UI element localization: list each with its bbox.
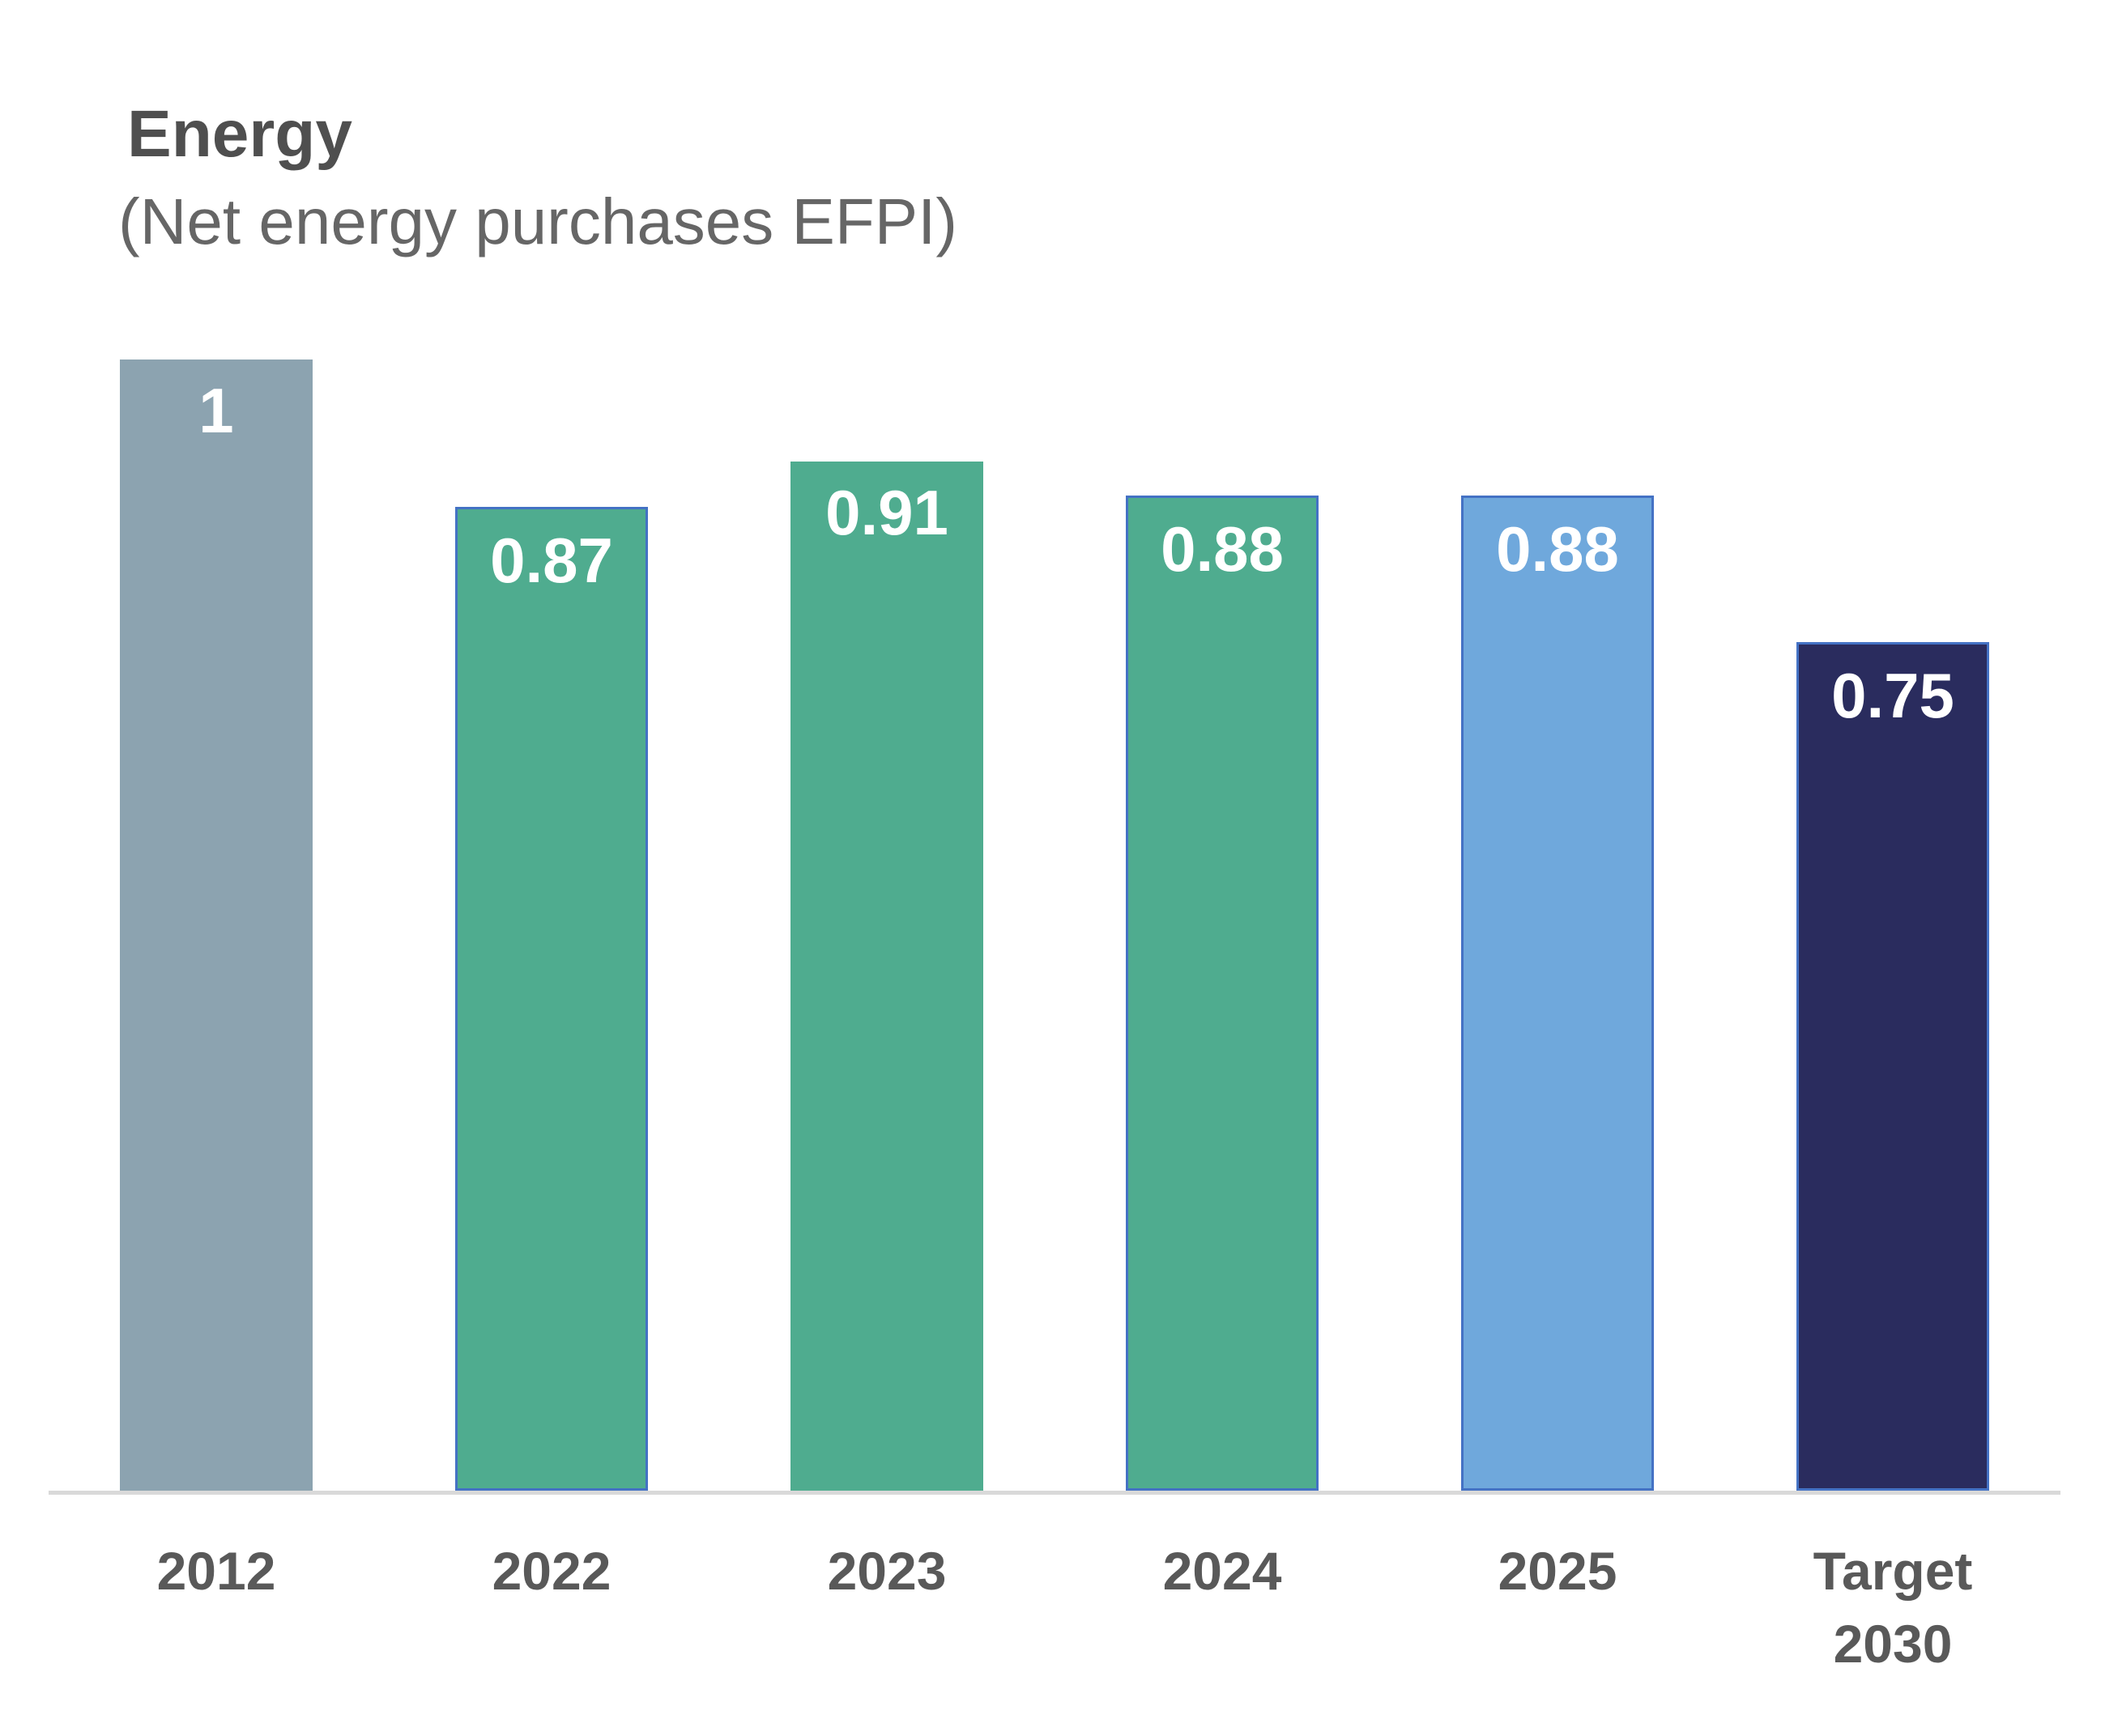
bar-value-label: 0.87 bbox=[490, 525, 613, 596]
chart-title: Energy bbox=[127, 97, 352, 171]
bar-value-label: 0.75 bbox=[1831, 660, 1954, 731]
bar-2025: 0.88 bbox=[1461, 496, 1654, 1491]
x-axis-label-2012: 2012 bbox=[156, 1541, 276, 1601]
bar-2022: 0.87 bbox=[455, 507, 648, 1491]
bar-value-label: 1 bbox=[198, 375, 234, 446]
x-axis-label-2023: 2023 bbox=[827, 1541, 947, 1601]
x-axis-label-2025: 2025 bbox=[1498, 1541, 1617, 1601]
chart-subtitle: (Net energy purchases EFPI) bbox=[118, 185, 957, 257]
bar-value-label: 0.88 bbox=[1161, 513, 1284, 585]
x-axis-label-target-2030: Target 2030 bbox=[1813, 1541, 1973, 1674]
bar-value-label: 0.88 bbox=[1496, 513, 1619, 585]
bar-2012: 1 bbox=[120, 360, 313, 1491]
x-axis-line bbox=[49, 1491, 2060, 1495]
x-axis-label-2022: 2022 bbox=[492, 1541, 611, 1601]
bar-value-label: 0.91 bbox=[825, 477, 948, 548]
bar-target-2030: 0.75 bbox=[1796, 642, 1989, 1491]
bar-2024: 0.88 bbox=[1126, 496, 1319, 1491]
x-axis-label-2024: 2024 bbox=[1162, 1541, 1282, 1601]
bar-2023: 0.91 bbox=[790, 462, 983, 1491]
